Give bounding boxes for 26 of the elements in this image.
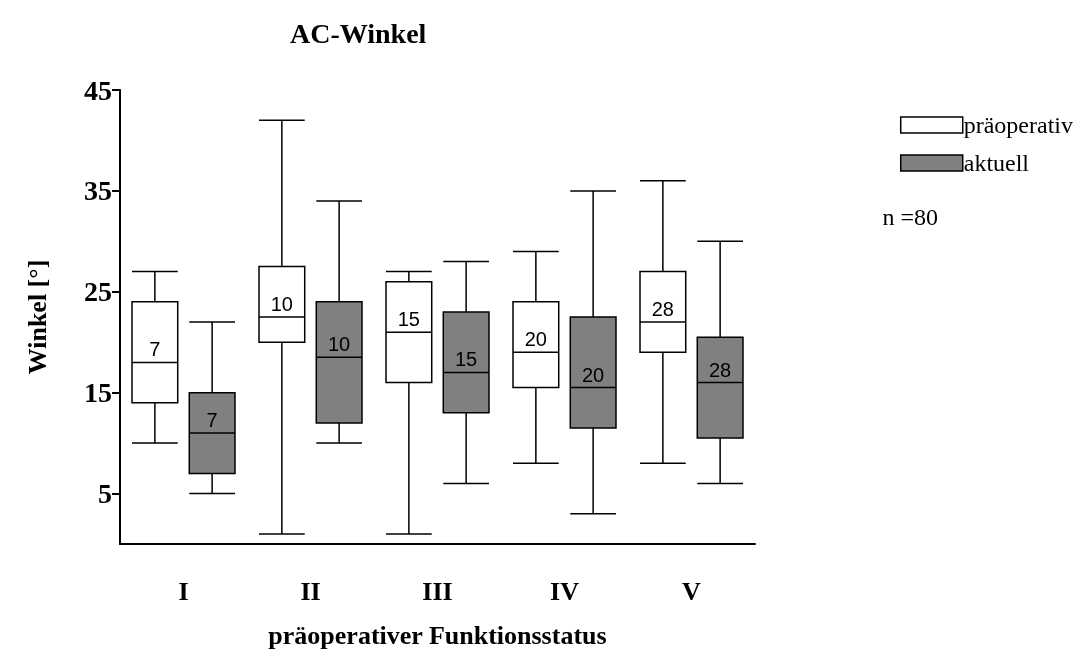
text: 10 — [270, 293, 293, 315]
y-axis-title: Winkel [°] — [22, 259, 52, 375]
text: 7 — [206, 409, 218, 432]
legend-label: aktuell — [963, 150, 1030, 176]
legend-label: präoperativ — [963, 112, 1073, 138]
y-tick-label: 35 — [84, 175, 112, 207]
x-tick-label: I — [178, 576, 189, 606]
text: 20 — [524, 328, 547, 351]
text: 20 — [582, 363, 605, 386]
x-tick-label: V — [682, 576, 702, 606]
text: 10 — [328, 333, 351, 356]
text: 15 — [455, 348, 478, 371]
y-tick-label: 5 — [98, 478, 112, 510]
text: 28 — [651, 298, 674, 321]
x-tick-label: III — [422, 576, 453, 606]
y-tick-label: 25 — [84, 276, 112, 308]
text: n =80 — [882, 204, 939, 230]
y-tick-label: 15 — [84, 377, 112, 409]
chart-title: AC-Winkel — [290, 17, 427, 49]
x-tick-label: II — [300, 576, 321, 606]
x-axis-title: präoperativer Funktionsstatus — [268, 620, 607, 650]
x-tick-label: IV — [550, 576, 580, 606]
text: 7 — [149, 338, 161, 361]
y-tick-label: 45 — [84, 74, 112, 106]
text: 28 — [709, 358, 732, 381]
text: 15 — [397, 308, 420, 331]
